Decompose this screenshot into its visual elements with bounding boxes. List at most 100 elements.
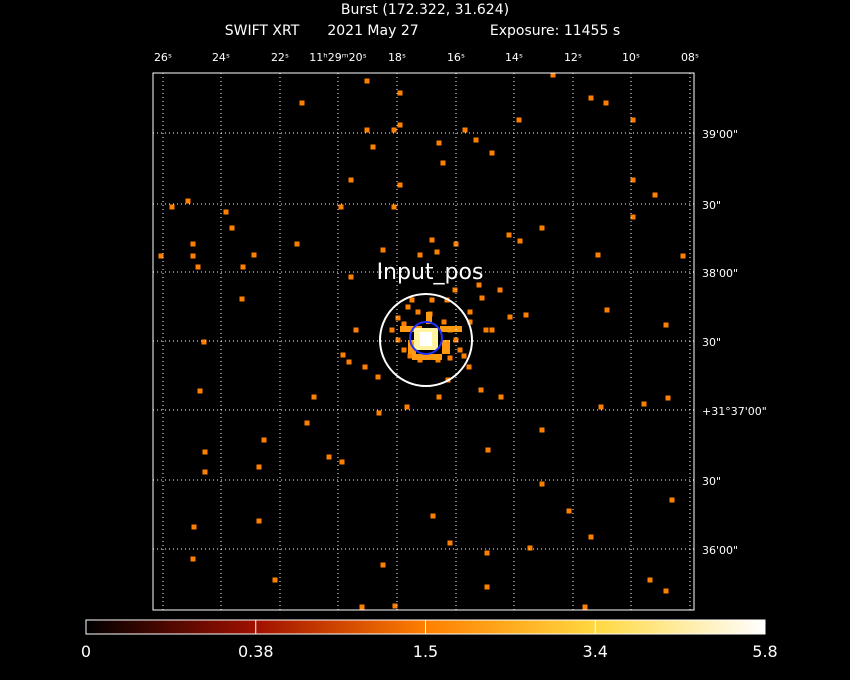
dec-label: 30" xyxy=(702,475,721,488)
photon xyxy=(457,347,463,353)
photon xyxy=(665,395,671,401)
photon xyxy=(641,401,647,407)
date: 2021 May 27 xyxy=(327,23,418,39)
photon xyxy=(185,198,191,204)
photon xyxy=(630,214,636,220)
ra-label: 18ˢ xyxy=(388,51,406,64)
photon xyxy=(485,447,491,453)
ra-label: 10ˢ xyxy=(622,51,640,64)
photon xyxy=(663,322,669,328)
photon xyxy=(680,253,686,259)
photon xyxy=(409,297,415,303)
photon xyxy=(197,388,203,394)
photon xyxy=(489,327,495,333)
instrument: SWIFT XRT xyxy=(225,23,300,39)
photon xyxy=(603,100,609,106)
photon xyxy=(447,355,453,361)
photon xyxy=(630,177,636,183)
photon xyxy=(630,117,636,123)
photon xyxy=(447,540,453,546)
photon xyxy=(392,603,398,609)
photon xyxy=(395,315,401,321)
ra-label: 16ˢ xyxy=(447,51,465,64)
photon xyxy=(370,144,376,150)
photon xyxy=(663,588,669,594)
photon xyxy=(484,550,490,556)
photon xyxy=(647,577,653,583)
photon-cluster xyxy=(412,354,442,360)
photon xyxy=(346,359,352,365)
photon xyxy=(462,127,468,133)
photon xyxy=(441,319,447,325)
coordinate-grid: 26ˢ 24ˢ 22ˢ 11ʰ29ᵐ20ˢ 18ˢ 16ˢ 14ˢ 12ˢ 10ˢ 08ˢ 39'0… xyxy=(153,51,767,610)
photon xyxy=(223,209,229,215)
photon xyxy=(497,287,503,293)
photon xyxy=(506,232,512,238)
photon xyxy=(391,204,397,210)
photon xyxy=(598,404,604,410)
photon xyxy=(364,127,370,133)
colorbar-label: 0 xyxy=(81,642,91,661)
photon xyxy=(489,150,495,156)
photon xyxy=(461,353,467,359)
photon xyxy=(582,604,588,610)
photon-cluster xyxy=(400,326,422,332)
photon xyxy=(397,90,403,96)
photon xyxy=(498,394,504,400)
photon xyxy=(466,364,472,370)
photon xyxy=(669,497,675,503)
photon-cluster xyxy=(440,326,462,332)
frame xyxy=(152,72,695,611)
photon xyxy=(588,95,594,101)
ra-label: 22ˢ xyxy=(271,51,289,64)
ra-label: 24ˢ xyxy=(212,51,230,64)
photon xyxy=(294,241,300,247)
photon xyxy=(453,337,459,343)
photon xyxy=(191,524,197,530)
photon xyxy=(376,410,382,416)
colorbar-label: 0.38 xyxy=(238,642,274,661)
photon xyxy=(340,352,346,358)
photon xyxy=(201,339,207,345)
photon xyxy=(429,237,435,243)
ra-label: 08ˢ xyxy=(681,51,699,64)
dec-label: 30" xyxy=(702,199,721,212)
photon xyxy=(338,204,344,210)
photon xyxy=(452,287,458,293)
photon xyxy=(527,545,533,551)
photon xyxy=(304,420,310,426)
photon xyxy=(339,459,345,465)
photon-cluster xyxy=(426,312,432,324)
position-circle xyxy=(409,321,443,355)
source-peak xyxy=(420,332,432,346)
photon xyxy=(364,78,370,84)
photon xyxy=(550,72,556,78)
photon xyxy=(417,252,423,258)
photon xyxy=(539,427,545,433)
photon xyxy=(380,247,386,253)
photon xyxy=(375,374,381,380)
photon-events xyxy=(158,72,686,610)
photon xyxy=(190,241,196,247)
photon xyxy=(391,127,397,133)
photon xyxy=(389,327,395,333)
photon xyxy=(478,387,484,393)
photon xyxy=(440,160,446,166)
photon xyxy=(453,241,459,247)
photon xyxy=(202,449,208,455)
photon xyxy=(507,314,513,320)
colorbar-label: 5.8 xyxy=(752,642,777,661)
region-circle xyxy=(379,293,473,387)
photon xyxy=(397,182,403,188)
photon xyxy=(539,225,545,231)
photon xyxy=(299,100,305,106)
photon xyxy=(436,394,442,400)
photon xyxy=(401,347,407,353)
photon xyxy=(566,508,572,514)
photon xyxy=(652,192,658,198)
photon xyxy=(476,282,482,288)
photon xyxy=(261,437,267,443)
ra-label: 11ʰ29ᵐ20ˢ xyxy=(309,51,366,64)
photon xyxy=(195,264,201,270)
